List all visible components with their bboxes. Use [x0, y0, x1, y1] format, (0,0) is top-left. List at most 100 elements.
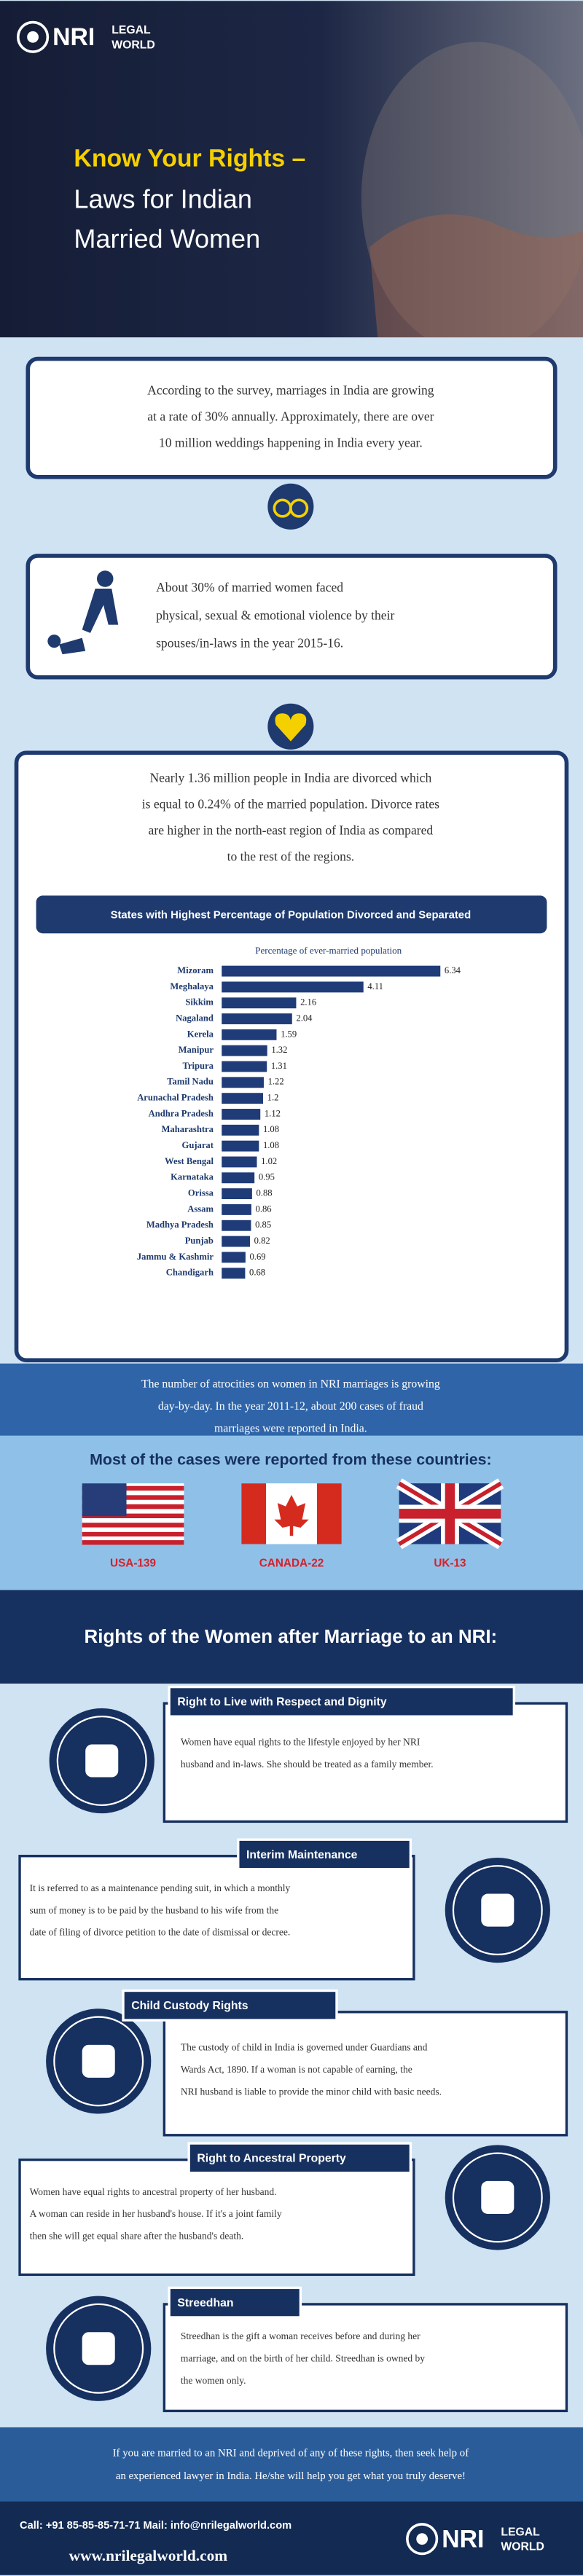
right-text: Women have equal rights to ancestral pro…: [30, 2186, 277, 2197]
right-text: Women have equal rights to the lifestyle…: [181, 1736, 420, 1747]
country-label: CANADA-22: [259, 1558, 324, 1570]
flag-cross: [399, 1483, 501, 1544]
value-label: 1.08: [263, 1140, 279, 1150]
right-title: Interim Maintenance: [246, 1849, 358, 1861]
bar: [222, 1077, 264, 1088]
header-photo: [361, 42, 583, 354]
logo-text: NRI: [442, 2525, 484, 2553]
category-label: Nagaland: [176, 1013, 214, 1023]
bar: [222, 1268, 246, 1279]
right-text: date of filing of divorce petition to th…: [30, 1927, 291, 1938]
right-title: Streedhan: [177, 2297, 233, 2309]
header-hands: [369, 214, 583, 338]
category-label: Karnataka: [171, 1172, 214, 1182]
bar: [222, 1172, 255, 1184]
right-text: Streedhan is the gift a woman receives b…: [181, 2330, 420, 2341]
rights-header: [0, 1590, 583, 1684]
bar: [222, 1156, 257, 1168]
right-title-bar: [187, 2142, 412, 2175]
right-title-bar: [122, 1989, 338, 2022]
value-label: 0.68: [249, 1268, 265, 1278]
bar: [222, 965, 441, 977]
cta-band: [0, 2427, 583, 2502]
logo-icon: [406, 2523, 439, 2556]
right-icon-ring: [53, 2303, 144, 2394]
category-label: Punjab: [185, 1236, 214, 1246]
logo-text: LEGAL: [501, 2526, 540, 2538]
header-subtitle: Married Women: [74, 224, 260, 254]
right-card: [163, 2011, 568, 2137]
category-label: Assam: [187, 1203, 214, 1214]
atrocities-text: The number of atrocities on women in NRI…: [141, 1378, 440, 1391]
right-title-bar: [168, 2286, 302, 2319]
stat-box: [14, 750, 569, 1362]
value-label: 0.85: [255, 1220, 271, 1230]
header-subtitle: Laws for Indian: [74, 184, 251, 214]
category-label: Manipur: [179, 1045, 214, 1055]
bar: [222, 1061, 267, 1072]
x-axis-label: Percentage of ever-married population: [255, 945, 402, 956]
bar: [222, 1045, 267, 1056]
right-icon-ring: [53, 2016, 144, 2107]
value-label: 1.32: [271, 1045, 287, 1055]
footer: [0, 2501, 583, 2575]
value-label: 1.31: [271, 1061, 287, 1071]
right-icon-ring: [452, 1865, 543, 1956]
right-text: It is referred to as a maintenance pendi…: [30, 1882, 291, 1893]
violence-text: physical, sexual & emotional violence by…: [156, 608, 394, 622]
divorce-text: to the rest of the regions.: [227, 849, 355, 864]
right-icon-glyph: [82, 2044, 115, 2078]
right-card: [163, 1702, 568, 1823]
value-label: 1.02: [261, 1156, 277, 1166]
stat-box: [26, 554, 557, 680]
bar: [222, 1140, 259, 1152]
rights-title: Rights of the Women after Marriage to an…: [85, 1627, 498, 1647]
value-label: 2.04: [296, 1013, 313, 1023]
violence-text: About 30% of married women faced: [156, 580, 343, 594]
violence-icon: [82, 589, 119, 633]
violence-icon: [47, 635, 61, 648]
logo-icon: [27, 31, 39, 43]
right-icon-ring: [452, 2152, 543, 2243]
logo-icon: [416, 2533, 429, 2545]
right-text: the women only.: [181, 2375, 246, 2386]
logo-text: WORLD: [111, 39, 155, 51]
right-title: Right to Live with Respect and Dignity: [177, 1696, 387, 1708]
flag-stripes: [82, 1485, 184, 1545]
flag-uk: [396, 1478, 504, 1550]
right-title: Child Custody Rights: [131, 2000, 249, 2012]
country-label: UK-13: [434, 1558, 466, 1570]
category-label: Orissa: [188, 1187, 214, 1198]
right-text: then she will get equal share after the …: [30, 2231, 244, 2242]
atrocities-text: day-by-day. In the year 2011-12, about 2…: [158, 1400, 423, 1413]
category-label: Chandigarh: [166, 1268, 214, 1278]
right-text: marriage, and on the birth of her child.…: [181, 2353, 425, 2364]
value-label: 0.88: [257, 1187, 273, 1198]
right-card: [18, 1855, 415, 1981]
logo-icon: [16, 20, 50, 53]
value-label: 1.12: [265, 1108, 281, 1118]
header-title: Know Your Rights –: [74, 145, 305, 173]
value-label: 1.08: [263, 1124, 279, 1134]
divorce-text: are higher in the north-east region of I…: [149, 823, 434, 838]
countries-title: Most of the cases were reported from the…: [90, 1450, 492, 1468]
right-text: A woman can reside in her husband's hous…: [30, 2208, 282, 2219]
bar: [222, 1013, 292, 1024]
divorce-text: Nearly 1.36 million people in India are …: [149, 770, 431, 785]
right-icon-glyph: [481, 2180, 514, 2214]
bar: [222, 981, 364, 993]
bar: [222, 1029, 277, 1040]
footer-website: www.nrilegalworld.com: [69, 2547, 228, 2564]
bar: [222, 1203, 251, 1215]
right-text: sum of money is to be paid by the husban…: [30, 1904, 279, 1915]
right-icon-glyph: [481, 1893, 514, 1927]
value-label: 2.16: [300, 997, 316, 1008]
category-label: Madhya Pradesh: [146, 1220, 214, 1230]
right-card: [163, 2303, 568, 2413]
bar: [222, 997, 297, 1009]
category-label: Meghalaya: [170, 981, 214, 991]
footer-contact: Call: +91 85-85-85-71-71 Mail: info@nril…: [20, 2520, 292, 2532]
bar: [222, 1109, 261, 1120]
flag-canada: [241, 1483, 342, 1544]
flag-canton: [82, 1483, 127, 1517]
